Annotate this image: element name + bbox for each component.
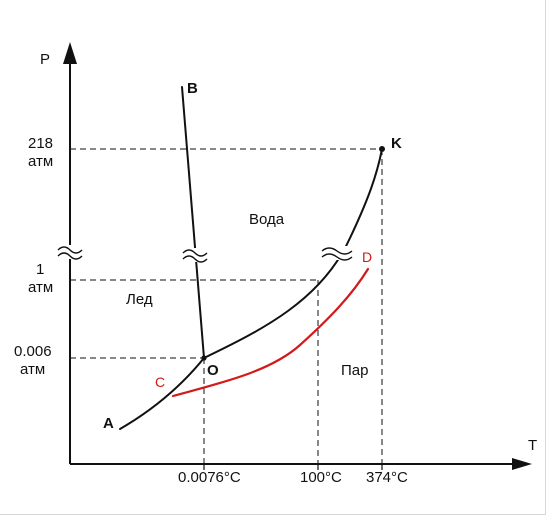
axis-break-marks: [57, 245, 353, 263]
pressure-0006-unit: атм: [20, 361, 45, 378]
guide-lines: [70, 148, 383, 464]
y-axis-arrow-icon: [63, 42, 77, 64]
point-label-D: D: [362, 249, 372, 265]
x-axis-label: T: [528, 437, 537, 454]
break-melting-curve: [182, 248, 208, 263]
point-label-O: O: [207, 362, 219, 379]
temp-boil-label: 100°C: [300, 469, 342, 486]
break-vapor-curve: [321, 246, 353, 261]
region-ice: Лед: [126, 291, 153, 308]
pressure-218-value: 218: [28, 135, 53, 152]
sublimation-curve-AO: [119, 357, 205, 430]
pressure-218-unit: атм: [28, 153, 53, 170]
region-vapor: Пар: [341, 362, 368, 379]
point-label-B: B: [187, 80, 198, 97]
region-water: Вода: [249, 211, 285, 228]
vaporization-curve-OK: [203, 148, 383, 359]
point-label-A: A: [103, 415, 114, 432]
supercooled-curve-CD: [171, 267, 370, 398]
triple-point-marker: [201, 355, 207, 361]
pressure-0006-value: 0.006: [14, 343, 52, 360]
point-label-C: C: [155, 374, 165, 390]
critical-point-marker: [379, 146, 385, 152]
x-axis-arrow-icon: [512, 458, 532, 470]
break-y-axis: [57, 245, 83, 260]
point-label-K: K: [391, 135, 402, 152]
temp-crit-label: 374°C: [366, 469, 408, 486]
axes: [69, 52, 522, 465]
x-ticks: [203, 464, 383, 470]
y-axis-label: P: [40, 51, 50, 68]
pressure-1-unit: атм: [28, 279, 53, 296]
melting-curve-OB: [181, 86, 205, 359]
temp-triple-label: 0.0076°C: [178, 469, 241, 486]
pressure-1-value: 1: [36, 261, 44, 278]
